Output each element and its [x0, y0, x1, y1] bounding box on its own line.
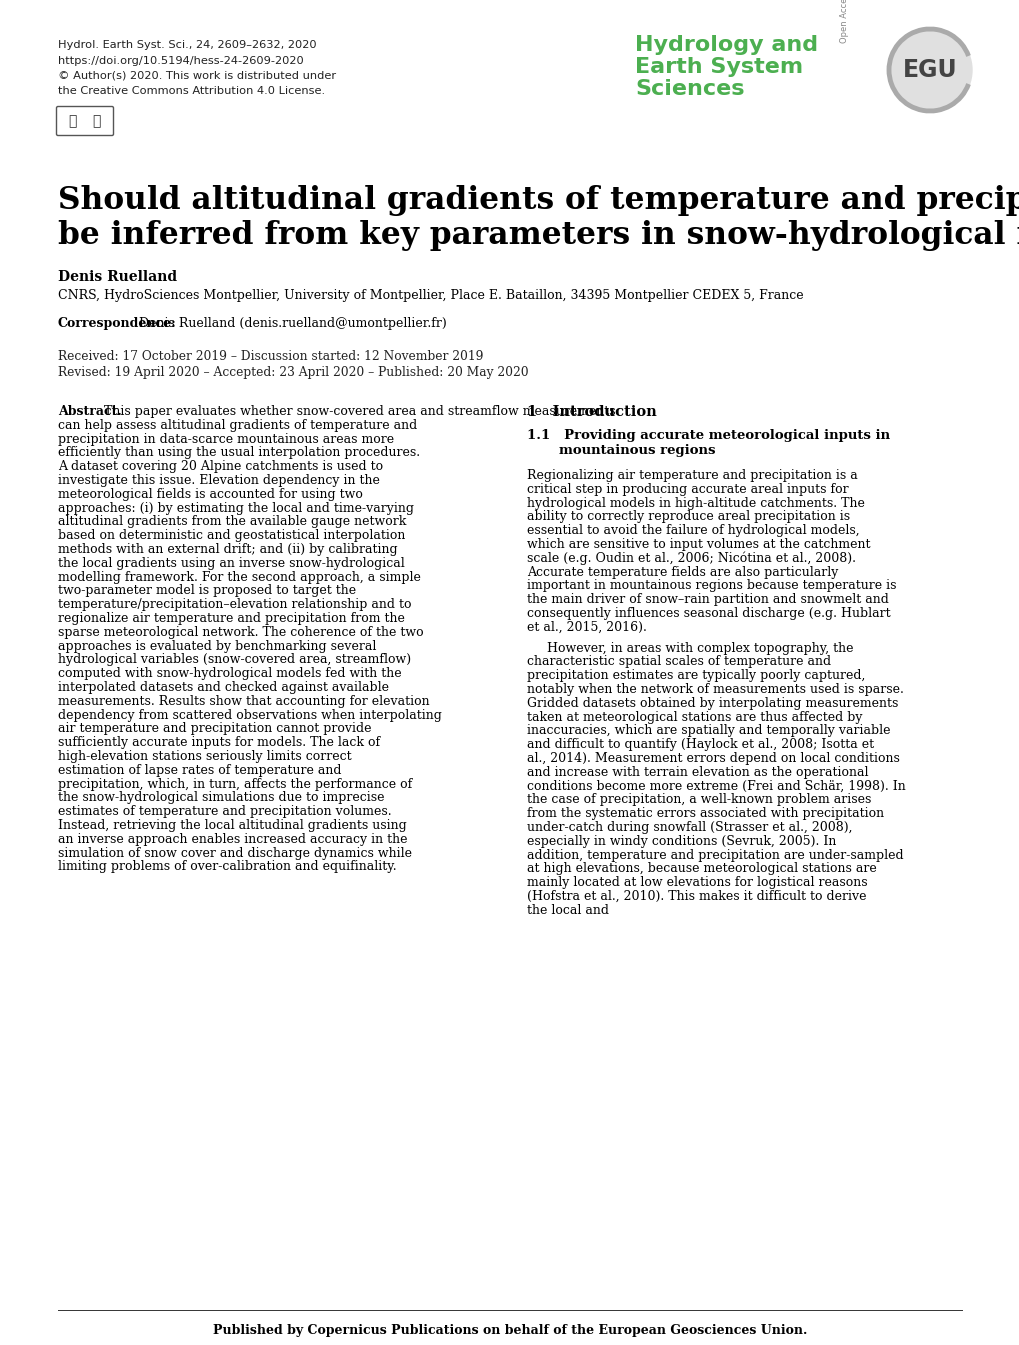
Text: al., 2014). Measurement errors depend on local conditions: al., 2014). Measurement errors depend on…	[527, 752, 899, 765]
Text: based on deterministic and geostatistical interpolation: based on deterministic and geostatistica…	[58, 529, 405, 542]
Text: computed with snow-hydrological models fed with the: computed with snow-hydrological models f…	[58, 667, 401, 681]
Text: hydrological models in high-altitude catchments. The: hydrological models in high-altitude cat…	[527, 496, 864, 510]
Text: Hydrol. Earth Syst. Sci., 24, 2609–2632, 2020: Hydrol. Earth Syst. Sci., 24, 2609–2632,…	[58, 40, 316, 50]
Text: 1   Introduction: 1 Introduction	[527, 405, 656, 420]
Text: from the systematic errors associated with precipitation: from the systematic errors associated wi…	[527, 807, 883, 820]
Text: investigate this issue. Elevation dependency in the: investigate this issue. Elevation depend…	[58, 473, 379, 487]
Text: the local and: the local and	[527, 904, 608, 917]
Text: the local gradients using an inverse snow-hydrological: the local gradients using an inverse sno…	[58, 557, 405, 570]
Text: essential to avoid the failure of hydrological models,: essential to avoid the failure of hydrol…	[527, 525, 859, 537]
Text: and difficult to quantify (Haylock et al., 2008; Isotta et: and difficult to quantify (Haylock et al…	[527, 738, 873, 752]
Text: Should altitudinal gradients of temperature and precipitation inputs: Should altitudinal gradients of temperat…	[58, 186, 1019, 217]
Text: 1.1   Providing accurate meteorological inputs in: 1.1 Providing accurate meteorological in…	[527, 429, 890, 443]
Text: interpolated datasets and checked against available: interpolated datasets and checked agains…	[58, 681, 388, 694]
Text: Open Access: Open Access	[840, 0, 848, 43]
Text: the Creative Commons Attribution 4.0 License.: the Creative Commons Attribution 4.0 Lic…	[58, 86, 325, 97]
Text: the case of precipitation, a well-known problem arises: the case of precipitation, a well-known …	[527, 794, 870, 807]
Text: methods with an external drift; and (ii) by calibrating: methods with an external drift; and (ii)…	[58, 543, 397, 555]
Text: This paper evaluates whether snow-covered area and streamflow measurements: This paper evaluates whether snow-covere…	[104, 405, 614, 418]
Text: ability to correctly reproduce areal precipitation is: ability to correctly reproduce areal pre…	[527, 510, 849, 523]
Text: dependency from scattered observations when interpolating: dependency from scattered observations w…	[58, 709, 441, 722]
Text: Hydrology and: Hydrology and	[635, 35, 817, 55]
Text: Ⓒ: Ⓒ	[67, 114, 76, 128]
Text: Regionalizing air temperature and precipitation is a: Regionalizing air temperature and precip…	[527, 469, 857, 482]
Text: characteristic spatial scales of temperature and: characteristic spatial scales of tempera…	[527, 655, 830, 668]
Text: an inverse approach enables increased accuracy in the: an inverse approach enables increased ac…	[58, 833, 408, 846]
Text: altitudinal gradients from the available gauge network: altitudinal gradients from the available…	[58, 515, 406, 529]
Text: mountainous regions: mountainous regions	[558, 444, 715, 457]
FancyBboxPatch shape	[56, 106, 113, 136]
Text: at high elevations, because meteorological stations are: at high elevations, because meteorologic…	[527, 862, 876, 876]
Text: air temperature and precipitation cannot provide: air temperature and precipitation cannot…	[58, 722, 371, 736]
Text: sufficiently accurate inputs for models. The lack of: sufficiently accurate inputs for models.…	[58, 736, 380, 749]
Text: efficiently than using the usual interpolation procedures.: efficiently than using the usual interpo…	[58, 447, 420, 460]
Text: addition, temperature and precipitation are under-sampled: addition, temperature and precipitation …	[527, 849, 903, 862]
Text: two-parameter model is proposed to target the: two-parameter model is proposed to targe…	[58, 584, 356, 597]
Text: Correspondence:: Correspondence:	[58, 317, 176, 330]
Text: the snow-hydrological simulations due to imprecise: the snow-hydrological simulations due to…	[58, 791, 384, 804]
Text: critical step in producing accurate areal inputs for: critical step in producing accurate area…	[527, 483, 848, 496]
Text: Instead, retrieving the local altitudinal gradients using: Instead, retrieving the local altitudina…	[58, 819, 407, 833]
Text: the main driver of snow–rain partition and snowmelt and: the main driver of snow–rain partition a…	[527, 593, 888, 607]
Text: consequently influences seasonal discharge (e.g. Hublart: consequently influences seasonal dischar…	[527, 607, 890, 620]
Text: Accurate temperature fields are also particularly: Accurate temperature fields are also par…	[527, 566, 838, 578]
Text: CNRS, HydroSciences Montpellier, University of Montpellier, Place E. Bataillon, : CNRS, HydroSciences Montpellier, Univers…	[58, 289, 803, 303]
Text: notably when the network of measurements used is sparse.: notably when the network of measurements…	[527, 683, 903, 695]
Text: can help assess altitudinal gradients of temperature and: can help assess altitudinal gradients of…	[58, 418, 417, 432]
Text: Published by Copernicus Publications on behalf of the European Geosciences Union: Published by Copernicus Publications on …	[213, 1323, 806, 1337]
Text: high-elevation stations seriously limits correct: high-elevation stations seriously limits…	[58, 751, 352, 763]
Text: regionalize air temperature and precipitation from the: regionalize air temperature and precipit…	[58, 612, 405, 625]
Text: Earth System: Earth System	[635, 56, 802, 77]
Text: Denis Ruelland (denis.ruelland@umontpellier.fr): Denis Ruelland (denis.ruelland@umontpell…	[135, 317, 446, 330]
Text: et al., 2015, 2016).: et al., 2015, 2016).	[527, 621, 646, 633]
Text: taken at meteorological stations are thus affected by: taken at meteorological stations are thu…	[527, 710, 862, 724]
Text: conditions become more extreme (Frei and Schär, 1998). In: conditions become more extreme (Frei and…	[527, 780, 905, 792]
Text: inaccuracies, which are spatially and temporally variable: inaccuracies, which are spatially and te…	[527, 725, 890, 737]
Text: Denis Ruelland: Denis Ruelland	[58, 270, 177, 284]
Text: which are sensitive to input volumes at the catchment: which are sensitive to input volumes at …	[527, 538, 869, 551]
Text: (Hofstra et al., 2010). This makes it difficult to derive: (Hofstra et al., 2010). This makes it di…	[527, 890, 866, 902]
Text: ⓑ: ⓑ	[92, 114, 100, 128]
Text: temperature/precipitation–elevation relationship and to: temperature/precipitation–elevation rela…	[58, 599, 411, 611]
Text: A dataset covering 20 Alpine catchments is used to: A dataset covering 20 Alpine catchments …	[58, 460, 383, 473]
Text: https://doi.org/10.5194/hess-24-2609-2020: https://doi.org/10.5194/hess-24-2609-202…	[58, 55, 304, 66]
Text: meteorological fields is accounted for using two: meteorological fields is accounted for u…	[58, 488, 363, 500]
Text: sparse meteorological network. The coherence of the two: sparse meteorological network. The coher…	[58, 625, 423, 639]
Text: and increase with terrain elevation as the operational: and increase with terrain elevation as t…	[527, 765, 867, 779]
Text: modelling framework. For the second approach, a simple: modelling framework. For the second appr…	[58, 570, 421, 584]
Text: important in mountainous regions because temperature is: important in mountainous regions because…	[527, 580, 896, 592]
Text: scale (e.g. Oudin et al., 2006; Nicótina et al., 2008).: scale (e.g. Oudin et al., 2006; Nicótina…	[527, 551, 855, 565]
Text: approaches: (i) by estimating the local and time-varying: approaches: (i) by estimating the local …	[58, 502, 414, 515]
Text: precipitation estimates are typically poorly captured,: precipitation estimates are typically po…	[527, 670, 864, 682]
Text: estimates of temperature and precipitation volumes.: estimates of temperature and precipitati…	[58, 806, 391, 818]
Text: precipitation, which, in turn, affects the performance of: precipitation, which, in turn, affects t…	[58, 777, 412, 791]
Text: measurements. Results show that accounting for elevation: measurements. Results show that accounti…	[58, 695, 429, 707]
Text: simulation of snow cover and discharge dynamics while: simulation of snow cover and discharge d…	[58, 846, 412, 859]
Text: precipitation in data-scarce mountainous areas more: precipitation in data-scarce mountainous…	[58, 433, 393, 445]
Text: © Author(s) 2020. This work is distributed under: © Author(s) 2020. This work is distribut…	[58, 71, 336, 81]
Text: Received: 17 October 2019 – Discussion started: 12 November 2019: Received: 17 October 2019 – Discussion s…	[58, 350, 483, 363]
Text: mainly located at low elevations for logistical reasons: mainly located at low elevations for log…	[527, 876, 867, 889]
Text: Revised: 19 April 2020 – Accepted: 23 April 2020 – Published: 20 May 2020: Revised: 19 April 2020 – Accepted: 23 Ap…	[58, 366, 528, 379]
Text: be inferred from key parameters in snow-hydrological models?: be inferred from key parameters in snow-…	[58, 221, 1019, 252]
Text: However, in areas with complex topography, the: However, in areas with complex topograph…	[547, 642, 853, 655]
Text: estimation of lapse rates of temperature and: estimation of lapse rates of temperature…	[58, 764, 341, 777]
Text: hydrological variables (snow-covered area, streamflow): hydrological variables (snow-covered are…	[58, 654, 411, 666]
Text: especially in windy conditions (Sevruk, 2005). In: especially in windy conditions (Sevruk, …	[527, 835, 836, 847]
Text: Abstract.: Abstract.	[58, 405, 121, 418]
Text: approaches is evaluated by benchmarking several: approaches is evaluated by benchmarking …	[58, 640, 376, 652]
Text: Sciences: Sciences	[635, 79, 744, 100]
Text: EGU: EGU	[902, 58, 957, 82]
Circle shape	[888, 28, 971, 112]
Text: under-catch during snowfall (Strasser et al., 2008),: under-catch during snowfall (Strasser et…	[527, 820, 852, 834]
Text: Gridded datasets obtained by interpolating measurements: Gridded datasets obtained by interpolati…	[527, 697, 898, 710]
Text: limiting problems of over-calibration and equifinality.: limiting problems of over-calibration an…	[58, 861, 396, 873]
